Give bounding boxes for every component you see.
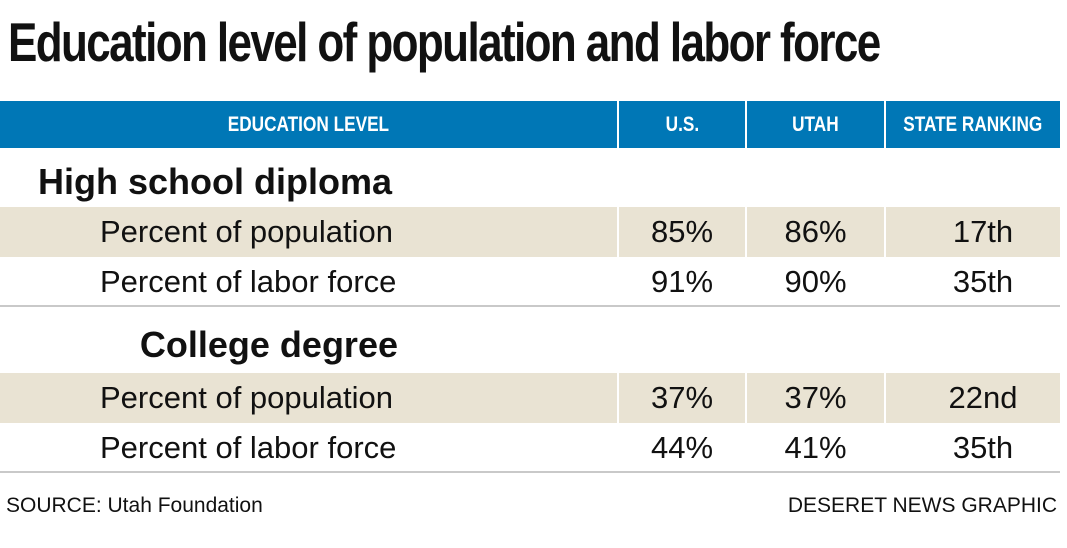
header-divider xyxy=(884,101,886,148)
graphic-credit: DESERET NEWS GRAPHIC xyxy=(787,494,1057,517)
header-state-ranking: STATE RANKING xyxy=(903,113,1043,136)
section-college: College degree xyxy=(139,324,398,365)
cell-utah: 86% xyxy=(784,214,847,249)
header-utah: UTAH xyxy=(792,113,839,136)
table-header: EDUCATION LEVEL U.S. UTAH STATE RANKING xyxy=(0,101,1060,148)
table-row: Percent of labor force 91% 90% 35th xyxy=(0,257,1060,307)
row-divider xyxy=(0,305,1060,307)
section-high-school: High school diploma xyxy=(38,161,393,202)
chart-title: Education level of population and labor … xyxy=(8,11,881,73)
cell-utah: 90% xyxy=(784,264,847,299)
row-divider xyxy=(0,471,1060,473)
cell-rank: 22nd xyxy=(948,380,1018,415)
cell-rank: 17th xyxy=(952,214,1014,249)
table-row: Percent of labor force 44% 41% 35th xyxy=(0,423,1060,473)
table-row: Percent of population 37% 37% 22nd xyxy=(0,373,1060,423)
header-divider xyxy=(745,101,747,148)
row-label: Percent of population xyxy=(100,380,393,415)
header-divider xyxy=(617,101,619,148)
cell-rank: 35th xyxy=(952,264,1014,299)
cell-us: 37% xyxy=(650,380,714,415)
cell-rank: 35th xyxy=(952,430,1014,465)
header-us: U.S. xyxy=(665,113,699,136)
cell-us: 44% xyxy=(650,430,714,465)
cell-utah: 37% xyxy=(784,380,847,415)
table-row: Percent of population 85% 86% 17th xyxy=(0,207,1060,257)
header-education-level: EDUCATION LEVEL xyxy=(227,113,390,136)
source-note: SOURCE: Utah Foundation xyxy=(6,494,263,517)
row-label: Percent of labor force xyxy=(100,264,397,299)
row-label: Percent of labor force xyxy=(100,430,397,465)
row-label: Percent of population xyxy=(100,214,393,249)
cell-utah: 41% xyxy=(784,430,847,465)
cell-us: 91% xyxy=(650,264,714,299)
cell-us: 85% xyxy=(650,214,714,249)
